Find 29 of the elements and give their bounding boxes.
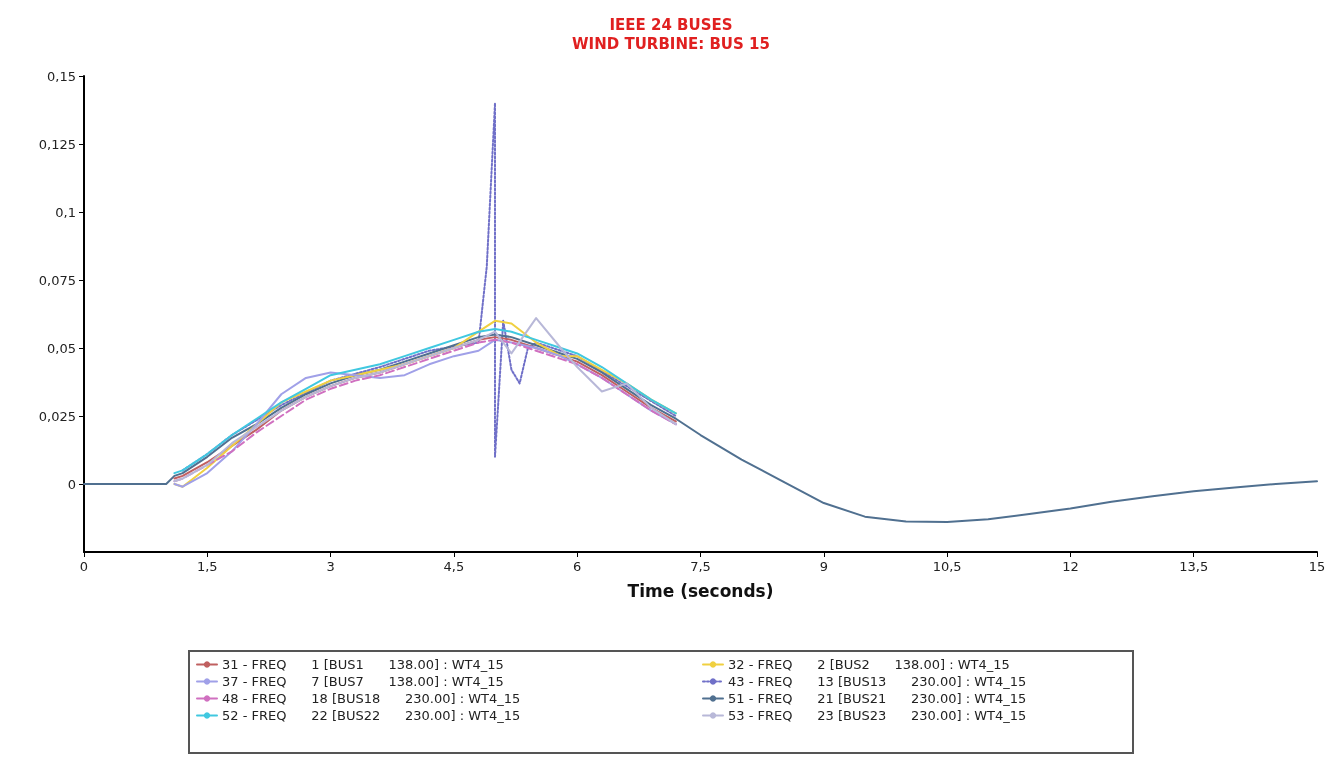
x-tick-label: 1,5	[196, 559, 218, 574]
chart-subtitle: WIND TURBINE: BUS 15	[572, 34, 770, 53]
legend-label: 48 - FREQ 18 [BUS18 230.00] : WT4_15	[222, 691, 521, 706]
legend-label: 37 - FREQ 7 [BUS7 138.00] : WT4_15	[222, 674, 504, 689]
legend-label: 31 - FREQ 1 [BUS1 138.00] : WT4_15	[222, 657, 504, 672]
y-tick-label: 0,075	[38, 272, 76, 288]
y-tick-label: 0,15	[47, 68, 76, 84]
x-tick-label: 3	[326, 559, 335, 574]
legend-label: 52 - FREQ 22 [BUS22 230.00] : WT4_15	[222, 708, 521, 723]
y-tick-label: 0,05	[47, 340, 76, 356]
y-tick-label: 0,125	[38, 136, 76, 152]
legend-label: 43 - FREQ 13 [BUS13 230.00] : WT4_15	[728, 674, 1027, 689]
chart-title: IEEE 24 BUSES	[609, 15, 733, 34]
x-tick-label: 9	[819, 559, 828, 574]
y-tick-label: 0	[67, 476, 76, 492]
x-tick-label: 4,5	[443, 559, 465, 574]
x-axis-title: Time (seconds)	[627, 580, 774, 601]
x-tick-label: 7,5	[690, 559, 711, 574]
x-tick-label: 10,5	[932, 559, 962, 574]
y-tick-label: 0,025	[38, 408, 76, 424]
y-tick-label: 0,1	[55, 204, 76, 220]
legend-label: 51 - FREQ 21 [BUS21 230.00] : WT4_15	[728, 691, 1027, 706]
x-tick-label: 0	[79, 559, 89, 574]
x-tick-label: 6	[573, 559, 582, 574]
legend-label: 53 - FREQ 23 [BUS23 230.00] : WT4_15	[728, 708, 1027, 723]
legend-label: 32 - FREQ 2 [BUS2 138.00] : WT4_15	[728, 657, 1010, 672]
x-tick-label: 12	[1062, 559, 1079, 574]
x-tick-label: 13,5	[1179, 559, 1209, 574]
x-tick-label: 15	[1308, 559, 1326, 574]
